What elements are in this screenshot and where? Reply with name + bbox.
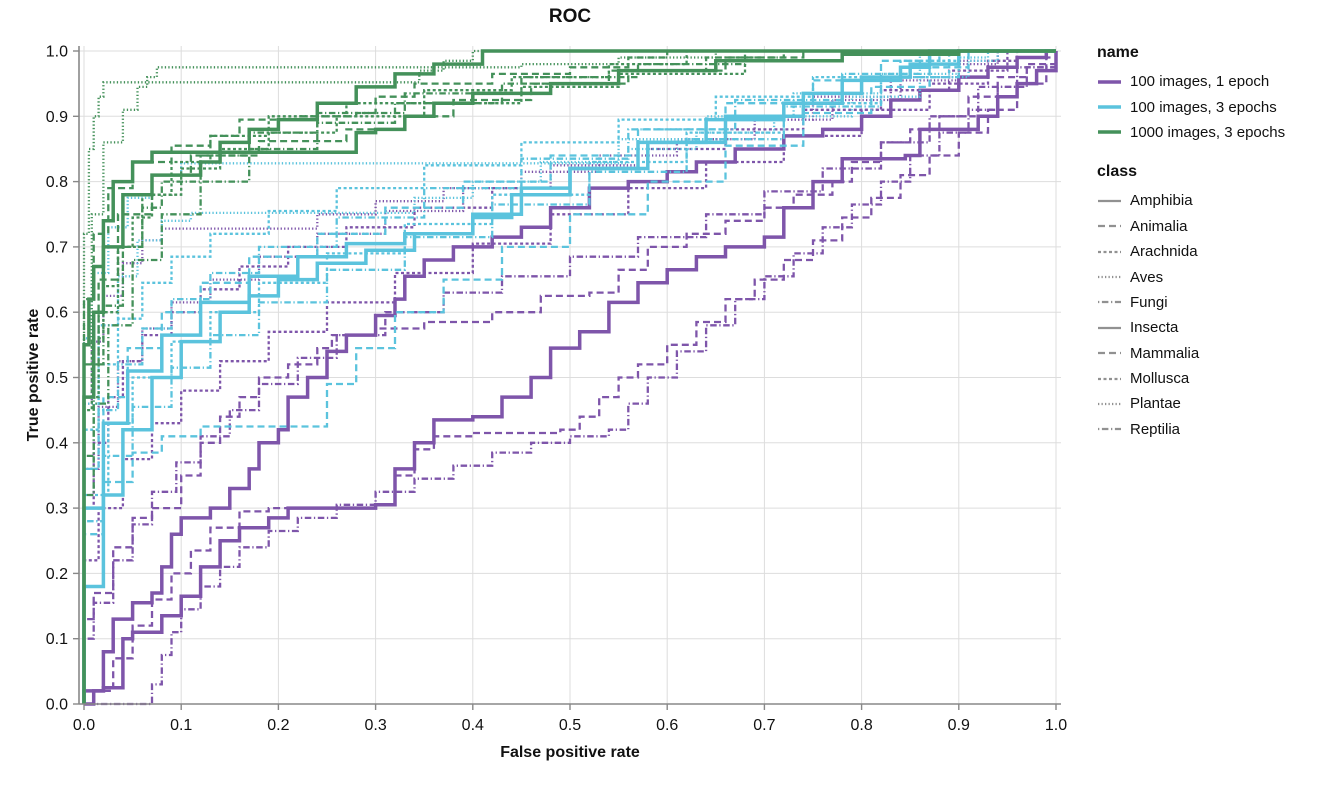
legend-class-entry: Aves <box>1097 264 1337 289</box>
roc-curve <box>82 49 1056 704</box>
roc-curve <box>82 49 1056 704</box>
roc-curve <box>82 49 1056 704</box>
y-tick-label: 0.8 <box>46 174 68 191</box>
roc-curve <box>82 49 1056 704</box>
legend-swatch-line <box>1098 301 1121 304</box>
legend-class-entry-label: Arachnida <box>1130 243 1198 261</box>
x-tick-label: 0.1 <box>170 717 192 734</box>
legend-class-entry: Insecta <box>1097 315 1337 340</box>
chart-title: ROC <box>548 6 592 27</box>
roc-curve <box>82 49 1056 704</box>
y-tick-label: 0.9 <box>46 109 68 126</box>
legend-class-entry-label: Animalia <box>1130 217 1188 235</box>
x-tick-label: 0.9 <box>948 717 970 734</box>
roc-curve <box>84 51 1058 706</box>
roc-curve <box>82 51 1058 704</box>
legend-swatch-line <box>1098 326 1121 329</box>
roc-curve <box>82 49 1056 704</box>
x-tick-label: 0.0 <box>73 717 95 734</box>
legend-class-entry: Plantae <box>1097 391 1337 416</box>
legend-panel: name 100 images, 1 epoch 100 images, 3 ep… <box>1097 44 1337 460</box>
legend-class-entry-label: Insecta <box>1130 319 1179 337</box>
legend-name-entry-label: 100 images, 3 epochs <box>1130 98 1277 116</box>
x-tick-label: 0.7 <box>753 717 775 734</box>
legend-swatch-line <box>1098 402 1121 406</box>
roc-curve <box>82 49 1056 704</box>
legend-swatch-line <box>1098 105 1121 109</box>
legend-class-entry-label: Reptilia <box>1130 420 1181 438</box>
roc-curve <box>82 49 1056 704</box>
legend-swatch-line <box>1098 428 1121 431</box>
y-tick-label: 0.2 <box>46 566 68 583</box>
roc-curve <box>82 49 1056 704</box>
legend-class-entry: Animalia <box>1097 214 1337 239</box>
roc-curve <box>82 49 1056 704</box>
legend-name-entry: 1000 images, 3 epochs <box>1097 120 1337 145</box>
legend-class-entry-label: Aves <box>1130 268 1164 286</box>
y-tick-label: 0.0 <box>46 697 68 714</box>
x-tick-label: 1.0 <box>1045 717 1067 734</box>
y-axis-title: True positive rate <box>25 308 42 442</box>
legend-swatch-line <box>1098 377 1121 380</box>
legend-class-entry-label: Mammalia <box>1130 344 1200 362</box>
legend-name-entry: 100 images, 3 epochs <box>1097 94 1337 119</box>
legend-class-entry: Fungi <box>1097 290 1337 315</box>
y-tick-label: 0.5 <box>46 370 68 387</box>
roc-curve <box>82 49 1056 704</box>
legend-class-entry: Arachnida <box>1097 239 1337 264</box>
roc-plot-area: 0.0 0.1 0.2 0.3 0.4 0.5 0.6 0.7 0.8 0.9 1.0 0.0 0.1 0… <box>46 44 1067 735</box>
x-tick-label: 0.2 <box>267 717 289 734</box>
legend-swatch-line <box>1098 199 1121 203</box>
legend-class-entry-label: Plantae <box>1130 395 1181 413</box>
roc-curves <box>82 49 1058 706</box>
legend-swatch-line <box>1098 275 1121 279</box>
roc-curve <box>82 49 1056 704</box>
roc-curve <box>84 51 1058 706</box>
legend-class-entry-label: Mollusca <box>1130 370 1190 388</box>
legend-class-entry: Mollusca <box>1097 366 1337 391</box>
legend-class-entry: Reptilia <box>1097 417 1337 442</box>
legend-swatch-line <box>1098 130 1121 135</box>
legend-swatch-line <box>1098 79 1121 84</box>
legend-name-entry-label: 100 images, 1 epoch <box>1130 73 1270 91</box>
legend-swatch-line <box>1098 225 1121 228</box>
x-tick-label: 0.5 <box>559 717 581 734</box>
legend-class-entries: Amphibia Animalia Arachnida Aves Fungi Insect… <box>1097 188 1337 442</box>
legend-name-entries: 100 images, 1 epoch 100 images, 3 epochs 1… <box>1097 69 1337 145</box>
roc-curve <box>82 51 1058 704</box>
roc-curve <box>82 49 1056 704</box>
y-tick-label: 0.7 <box>46 239 68 256</box>
legend-name-entry-label: 1000 images, 3 epochs <box>1130 123 1286 141</box>
x-tick-label: 0.4 <box>462 717 484 734</box>
legend-class-entry-label: Fungi <box>1130 293 1168 311</box>
legend-class: class Amphibia Animalia Arachnida Aves Fungi… <box>1097 163 1337 442</box>
legend-name: name 100 images, 1 epoch 100 images, 3 ep… <box>1097 44 1337 145</box>
legend-swatch-line <box>1098 250 1121 253</box>
y-tick-label: 0.6 <box>46 305 68 322</box>
roc-curve <box>82 49 1056 704</box>
x-tick-label: 0.6 <box>656 717 678 734</box>
legend-name-title: name <box>1097 44 1139 61</box>
x-tick-label: 0.3 <box>364 717 386 734</box>
legend-class-entry-label: Amphibia <box>1130 192 1193 210</box>
y-tick-label: 0.4 <box>46 435 68 452</box>
roc-curve <box>82 49 1056 704</box>
legend-class-entry: Mammalia <box>1097 341 1337 366</box>
roc-curve <box>84 51 1058 706</box>
x-axis-title: False positive rate <box>500 744 640 761</box>
y-tick-label: 0.3 <box>46 501 68 518</box>
legend-class-title: class <box>1097 163 1138 181</box>
y-tick-label: 1.0 <box>46 44 68 61</box>
legend-class-entry: Amphibia <box>1097 188 1337 213</box>
legend-name-entry: 100 images, 1 epoch <box>1097 69 1337 94</box>
roc-curve <box>82 49 1056 704</box>
y-tick-label: 0.1 <box>46 631 68 648</box>
x-tick-label: 0.8 <box>850 717 872 734</box>
legend-swatch-line <box>1098 352 1121 355</box>
